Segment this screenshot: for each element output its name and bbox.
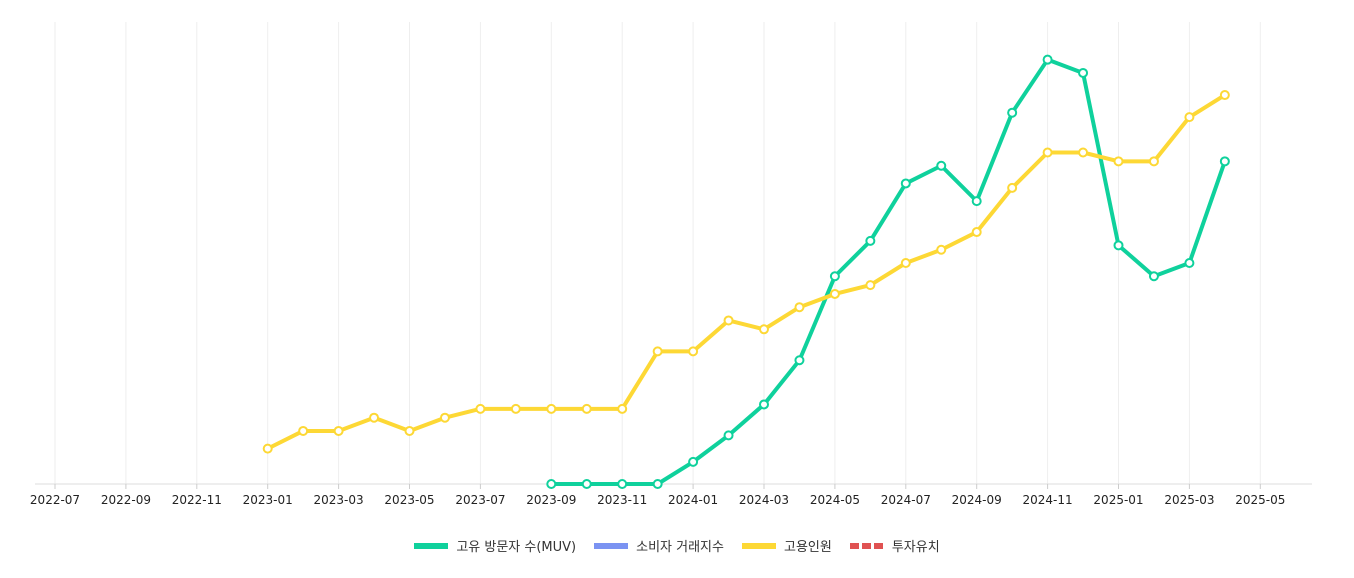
x-tick-label: 2025-01: [1093, 493, 1143, 507]
data-point[interactable]: [759, 324, 769, 335]
data-point[interactable]: [936, 244, 947, 255]
data-point[interactable]: [369, 412, 380, 423]
data-point[interactable]: [439, 412, 450, 423]
legend-swatch-muv: [414, 542, 449, 549]
data-point[interactable]: [865, 280, 876, 291]
chart-legend: 고유 방문자 수(MUV) 소비자 거래지수 고용인원 투자유치: [0, 536, 1354, 555]
x-tick-label: 2022-09: [101, 493, 151, 507]
data-point[interactable]: [759, 399, 769, 410]
legend-swatch-employees: [741, 542, 776, 549]
data-point[interactable]: [333, 425, 344, 436]
x-tick-label: 2024-09: [952, 493, 1002, 507]
data-point[interactable]: [546, 479, 557, 489]
legend-swatch-investment: [849, 542, 884, 549]
legend-label-consumer-index: 소비자 거래지수: [636, 540, 724, 555]
data-point[interactable]: [581, 479, 592, 489]
data-point[interactable]: [475, 403, 486, 414]
data-point[interactable]: [1078, 67, 1089, 78]
legend-item-investment[interactable]: 투자유치: [849, 536, 940, 555]
legend-item-consumer-index[interactable]: 소비자 거래지수: [594, 536, 724, 555]
x-tick-label: 2024-11: [1023, 493, 1073, 507]
grid-lines: [54, 22, 1261, 484]
data-point[interactable]: [1042, 54, 1053, 65]
x-tick-label: 2025-05: [1235, 493, 1285, 507]
data-point[interactable]: [581, 403, 592, 414]
data-point[interactable]: [1184, 112, 1195, 123]
data-point[interactable]: [723, 315, 734, 326]
data-point[interactable]: [652, 479, 663, 489]
x-tick-label: 2023-01: [243, 493, 293, 507]
data-point[interactable]: [829, 288, 840, 299]
data-point[interactable]: [971, 227, 982, 238]
data-point[interactable]: [1219, 156, 1230, 167]
data-point[interactable]: [1148, 271, 1159, 282]
data-point[interactable]: [262, 443, 273, 454]
data-point[interactable]: [1042, 147, 1053, 158]
data-point[interactable]: [1007, 107, 1018, 118]
data-point[interactable]: [688, 346, 699, 357]
data-point[interactable]: [1148, 156, 1159, 167]
data-point[interactable]: [829, 271, 840, 282]
data-point[interactable]: [794, 302, 805, 313]
x-tick-label: 2023-09: [526, 493, 576, 507]
series-line-0[interactable]: [549, 57, 1227, 486]
legend-label-employees: 고용인원: [783, 540, 832, 555]
x-tick-label: 2023-05: [384, 493, 434, 507]
data-point[interactable]: [865, 235, 876, 246]
data-point[interactable]: [936, 160, 947, 171]
data-point[interactable]: [794, 355, 805, 366]
data-point[interactable]: [617, 403, 628, 414]
x-tick-label: 2024-07: [881, 493, 931, 507]
legend-item-employees[interactable]: 고용인원: [741, 536, 832, 555]
data-point[interactable]: [1078, 147, 1089, 158]
x-tick-label: 2022-07: [30, 493, 80, 507]
x-tick-label: 2022-11: [172, 493, 222, 507]
data-point[interactable]: [298, 425, 309, 436]
x-tick-label: 2023-03: [314, 493, 364, 507]
legend-item-muv[interactable]: 고유 방문자 수(MUV): [414, 536, 576, 555]
data-point[interactable]: [652, 346, 663, 357]
series-line-2[interactable]: [265, 93, 1227, 451]
x-tick-label: 2024-03: [739, 493, 789, 507]
x-tick-label: 2024-05: [810, 493, 860, 507]
data-point[interactable]: [404, 425, 415, 436]
x-tick-label: 2023-11: [597, 493, 647, 507]
data-point[interactable]: [1184, 258, 1195, 268]
series-lines: [265, 57, 1227, 486]
series-points: [262, 54, 1230, 489]
x-axis-ticks: 2022-07 2022-09 2022-11 2023-01 2023-03 2023-…: [30, 484, 1285, 507]
data-point[interactable]: [688, 456, 699, 467]
data-point[interactable]: [723, 430, 734, 441]
legend-label-investment: 투자유치: [891, 540, 940, 555]
data-point[interactable]: [1219, 90, 1230, 101]
data-point[interactable]: [900, 178, 911, 189]
data-point[interactable]: [1007, 182, 1018, 193]
line-chart: 2022-07 2022-09 2022-11 2023-01 2023-03 2023-…: [30, 22, 1312, 507]
data-point[interactable]: [510, 403, 521, 414]
x-tick-label: 2024-01: [668, 493, 718, 507]
data-point[interactable]: [546, 403, 557, 414]
x-tick-label: 2023-07: [455, 493, 505, 507]
legend-label-muv: 고유 방문자 수(MUV): [456, 540, 577, 555]
data-point[interactable]: [971, 196, 982, 207]
data-point[interactable]: [617, 479, 628, 489]
data-point[interactable]: [1113, 240, 1124, 251]
data-point[interactable]: [1113, 156, 1124, 167]
x-tick-label: 2025-03: [1164, 493, 1214, 507]
legend-swatch-consumer-index: [594, 542, 629, 549]
data-point[interactable]: [900, 258, 911, 268]
